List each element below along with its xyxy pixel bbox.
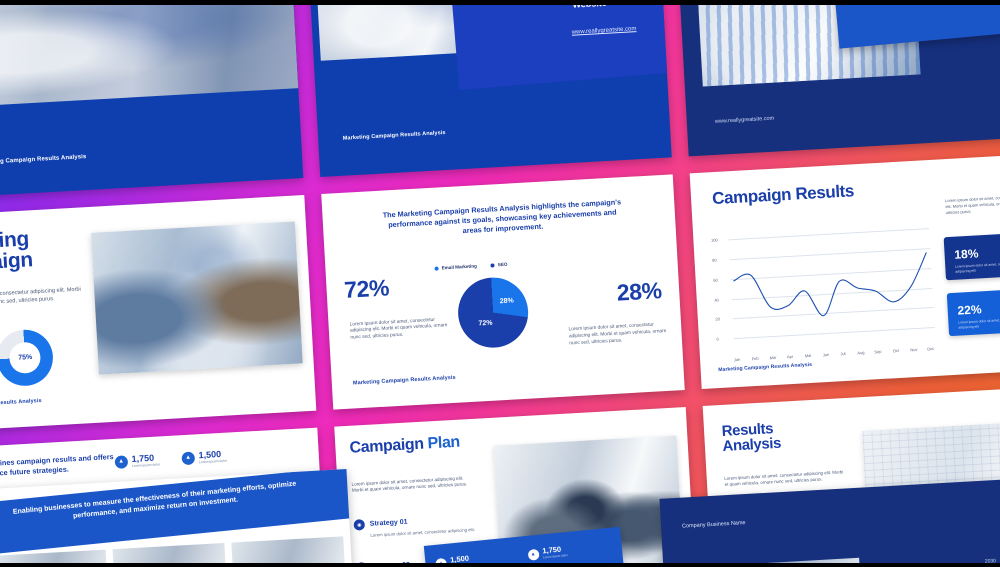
x-axis-tick: Mai <box>804 352 812 359</box>
side-paragraph: Lorem ipsum dolor sit amet, consectetur … <box>944 193 1000 215</box>
chart-icon: ▲ <box>114 455 129 469</box>
letterbox-top <box>0 0 1000 5</box>
pie-chart: 28% 72% <box>456 275 531 350</box>
legend-label: SEO <box>497 261 508 268</box>
chart-icon: ▲ <box>181 451 196 466</box>
stat-group: ▲ 1,750 Lorem ipsum dolor ▲ 1,500 Lorem … <box>114 449 228 469</box>
title-url: www.reallygreatsite.com <box>714 115 775 126</box>
intro-paragraph: Lorem ipsum dolor sit amet, consectetur … <box>0 286 81 309</box>
lead-statement: This analysis outlines campaign results … <box>0 451 114 481</box>
stat-desc-left: Lorem ipsum dolor sit amet, consectetur … <box>349 317 448 342</box>
company-name: Company Business Name <box>681 520 746 530</box>
page-title: Campaign Plan <box>349 433 461 457</box>
intro-paragraph: Lorem ipsum dolor sit amet, consectetur … <box>724 468 844 487</box>
stat-card-desc: Lorem ipsum dolor sit amet, consectetur … <box>954 261 1000 274</box>
strategy-name: Strategy 01 <box>369 519 408 529</box>
quote-text: Enabling businesses to measure the effec… <box>12 480 297 521</box>
legend-item-seo: SEO <box>490 261 508 268</box>
page-title: Results Analysis <box>721 420 782 456</box>
page-title: Campaign Results <box>711 180 855 208</box>
photo-collage-image <box>0 0 299 108</box>
x-axis-tick: Oct <box>892 348 900 354</box>
slide-photo-collage[interactable]: Marketing Campaign Results Analysis <box>0 0 304 198</box>
intro-paragraph: Lorem ipsum dolor sit amet, consectetur … <box>351 475 468 494</box>
slide-campaign-plan[interactable]: Campaign Plan Lorem ipsum dolor sit amet… <box>334 406 698 567</box>
page-title: Marketing Campaign <box>0 227 34 277</box>
legend-swatch <box>490 263 495 268</box>
slide-campaign-results[interactable]: Campaign Results 100 80 60 40 20 0 Jan Feb Mar Ap… <box>689 154 1000 389</box>
x-axis-tick: Apr <box>786 353 794 360</box>
title-part-b: Plan <box>427 433 461 453</box>
slide-website[interactable]: Website www.reallygreatsite.com Marketin… <box>308 0 672 178</box>
line-series <box>711 225 935 353</box>
stat-card-value: 18% <box>954 246 979 262</box>
x-axis-tick: Dec <box>927 345 936 352</box>
x-axis-tick: Jul <box>840 351 846 357</box>
stat-desc: Lorem ipsum dolor <box>198 458 228 465</box>
stat-value-left: 72% <box>343 274 390 304</box>
donut-chart-group: 65% 75% <box>0 328 55 391</box>
team-meeting-photo <box>91 221 304 375</box>
stat-desc-right: Lorem ipsum dolor sit amet, consectetur … <box>568 322 667 347</box>
stat-item: ▲ 1,500 Lorem ipsum dolor <box>181 449 228 466</box>
stat-card[interactable]: ↑ 18% Lorem ipsum dolor sit amet, consec… <box>943 231 1000 281</box>
stat-card[interactable]: ↑ 22% Lorem ipsum dolor sit amet, consec… <box>946 287 1000 337</box>
x-axis-tick: Nov <box>909 346 918 353</box>
legend-label: Email Marketing <box>441 263 477 271</box>
stat-desc: Lorem ipsum dolor <box>131 462 161 468</box>
stat-card-value: 22% <box>957 302 982 318</box>
donut-value: 75% <box>8 341 42 374</box>
legend-swatch <box>434 266 439 271</box>
x-axis-tick: Aug <box>856 349 865 356</box>
stat-value-right: 28% <box>616 276 663 306</box>
legend-item-email: Email Marketing <box>434 263 477 271</box>
title-part-a: Campaign <box>349 435 425 457</box>
slide-footer: Marketing Campaign Results Analysis <box>0 398 42 410</box>
slide-footer: Marketing Campaign Results Analysis <box>718 361 813 373</box>
x-axis-tick: Feb <box>751 355 759 362</box>
slide-title[interactable]: Marketing Campaign Results Analysis www.… <box>676 0 1000 157</box>
stat-item: ▲ 1,750 Lorem ipsum dolor <box>114 453 161 469</box>
website-panel <box>442 0 672 91</box>
lead-statement: The Marketing Campaign Results Analysis … <box>382 196 622 236</box>
strategy-item: ◉ Strategy 01 Lorem ipsum dolor sit amet… <box>353 513 482 540</box>
pie-legend: Email Marketing SEO <box>434 261 508 271</box>
slide-footer: Marketing Campaign Results Analysis <box>352 374 456 387</box>
slide-marketing-campaign[interactable]: Marketing Campaign Lorem ipsum dolor sit… <box>0 195 317 430</box>
slide-footer: Marketing Campaign Results Analysis <box>342 129 446 142</box>
x-axis-tick: Jan <box>733 356 741 363</box>
title-card: Marketing Campaign Results Analysis <box>831 0 1000 49</box>
slide-pie-overview[interactable]: The Marketing Campaign Results Analysis … <box>321 174 685 410</box>
x-axis-tick: Sep <box>874 348 883 355</box>
chart-icon: ▲ <box>527 548 540 561</box>
pie-slice-label: 72% <box>478 319 493 328</box>
donut-chart: 75% <box>0 328 55 388</box>
line-chart: 100 80 60 40 20 0 Jan Feb Mar Apr Mai Jun Jul Aug Sep O… <box>711 225 936 363</box>
kpi-desc: Lorem ipsum dolor <box>543 553 569 560</box>
title-line-2: Campaign <box>0 248 34 277</box>
title-line-2: Analysis <box>722 435 782 456</box>
stat-card-desc: Lorem ipsum dolor sit amet, consectetur … <box>958 318 1000 330</box>
letterbox-bottom <box>0 563 1000 567</box>
x-axis-tick: Mar <box>768 354 777 361</box>
pie-slice-label: 28% <box>499 297 514 306</box>
slide-footer: Marketing Campaign Results Analysis <box>0 154 87 167</box>
x-axis-tick: Jun <box>822 351 830 358</box>
target-icon: ◉ <box>353 519 366 532</box>
